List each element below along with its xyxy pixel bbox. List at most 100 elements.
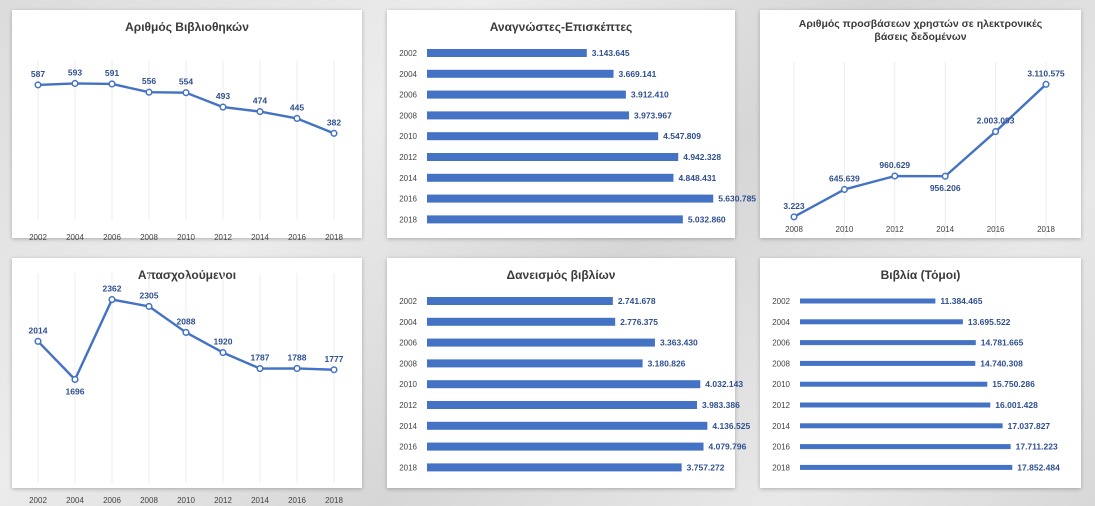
x-tick-label: 2010 [836,225,854,234]
data-label: 4.136.525 [712,421,750,431]
data-point [256,365,264,373]
data-label: 3.973.967 [634,110,672,120]
data-point [256,108,264,116]
bar [427,215,683,224]
x-tick-label: 2004 [66,496,84,505]
data-point [293,364,301,372]
x-tick-label: 2010 [177,233,195,242]
data-label: 3.363.430 [660,338,698,348]
data-label: 16.001.428 [995,400,1038,410]
x-tick-label: 2010 [177,496,195,505]
y-tick-label: 2010 [399,132,417,141]
x-tick-label: 2016 [987,225,1005,234]
x-tick-label: 2008 [140,496,158,505]
data-label: 591 [105,68,119,78]
data-point [840,185,848,194]
data-point [992,128,1000,136]
data-point [108,80,116,88]
y-tick-label: 2016 [399,195,417,204]
y-tick-label: 2004 [772,318,790,327]
y-tick-label: 2016 [772,443,790,452]
y-tick-label: 2006 [399,91,417,100]
x-tick-label: 2006 [103,496,121,505]
bar-chart-books: 2002 11.384.465 2004 13.695.522 2006 14.781.6… [772,296,1060,472]
data-label: 445 [290,102,304,112]
data-label: 17.711.223 [1016,442,1058,452]
data-point [293,114,301,123]
data-label: 382 [327,117,341,127]
data-point [34,81,42,89]
bar [427,401,697,409]
data-point [330,129,338,137]
data-label: 556 [142,76,156,86]
data-point [182,89,190,97]
bar [800,360,976,366]
data-label: 587 [31,69,45,79]
data-label: 1788 [288,352,307,362]
y-tick-label: 2018 [399,215,417,224]
data-label: 2.003.093 [977,116,1015,126]
data-label: 2362 [103,284,122,294]
data-label: 4.942.328 [683,152,721,162]
bar [427,173,674,182]
bar [427,132,659,141]
bar [427,359,643,368]
data-label: 474 [253,96,267,106]
x-tick-label: 2014 [251,496,269,505]
data-label: 593 [68,67,82,77]
bar-chart-readers: 2002 3.143.645 2004 3.669.141 2006 3.912.410 2… [399,48,756,224]
chart-title: Βιβλία (Τόμοι) [880,268,961,282]
data-label: 645.639 [829,173,860,183]
y-tick-label: 2004 [399,318,417,327]
chart-card-loans: Δανεισμός βιβλίων 2002 2.741.678 2004 2.776… [387,258,750,488]
data-label: 554 [179,77,193,87]
y-tick-label: 2014 [399,422,417,431]
y-tick-label: 2012 [399,153,417,162]
data-point [71,375,79,384]
chart-card-libraries: Αριθμός Βιβλιοθηκών 2002 2004 2006 2008 2010… [12,10,362,242]
data-point [219,349,227,357]
bar [427,69,614,78]
x-tick-label: 2014 [936,225,954,234]
x-tick-label: 2018 [1037,225,1055,234]
y-tick-label: 2004 [399,70,417,79]
data-point [71,79,79,88]
line-chart-db-access: 2008 2010 2012 2014 2016 2018 3.223 645.639 960.… [783,62,1065,237]
chart-title: Αριθμός προσβάσεων χρηστών σε ηλεκτρονικ… [760,18,1081,44]
bar [427,153,679,161]
y-tick-label: 2018 [399,463,417,472]
data-label: 13.695.522 [968,317,1011,327]
data-label: 3.983.386 [702,400,740,410]
bar [800,423,1003,429]
data-label: 1696 [66,386,85,396]
data-label: 3.180.826 [648,358,686,368]
data-point [1042,80,1050,88]
y-tick-label: 2002 [772,297,790,306]
data-label: 11.384.465 [940,296,982,306]
bar [800,402,991,408]
y-tick-label: 2010 [399,380,417,389]
data-label: 5.630.785 [718,194,756,204]
bar [427,111,630,120]
data-point [790,213,798,221]
y-tick-label: 2014 [399,174,417,183]
data-label: 1787 [251,353,270,363]
y-tick-label: 2008 [772,359,790,368]
data-label: 17.852.484 [1017,462,1060,472]
data-point [891,172,899,180]
y-tick-label: 2006 [399,339,417,348]
data-label: 493 [216,91,230,101]
x-tick-label: 2014 [251,233,269,242]
data-label: 14.740.308 [980,358,1023,368]
bar [427,90,626,99]
data-label: 4.547.809 [663,131,701,141]
x-tick-label: 2008 [140,233,158,242]
bar [427,463,682,472]
data-label: 4.848.431 [678,173,716,183]
data-label: 956.206 [930,183,961,193]
data-label: 17.037.827 [1008,421,1051,431]
bar [800,381,988,387]
bar-chart-loans: 2002 2.741.678 2004 2.776.375 2006 3.363.430 2… [399,296,750,472]
chart-title: Αριθμός Βιβλιοθηκών [125,20,249,34]
bar [427,194,714,203]
